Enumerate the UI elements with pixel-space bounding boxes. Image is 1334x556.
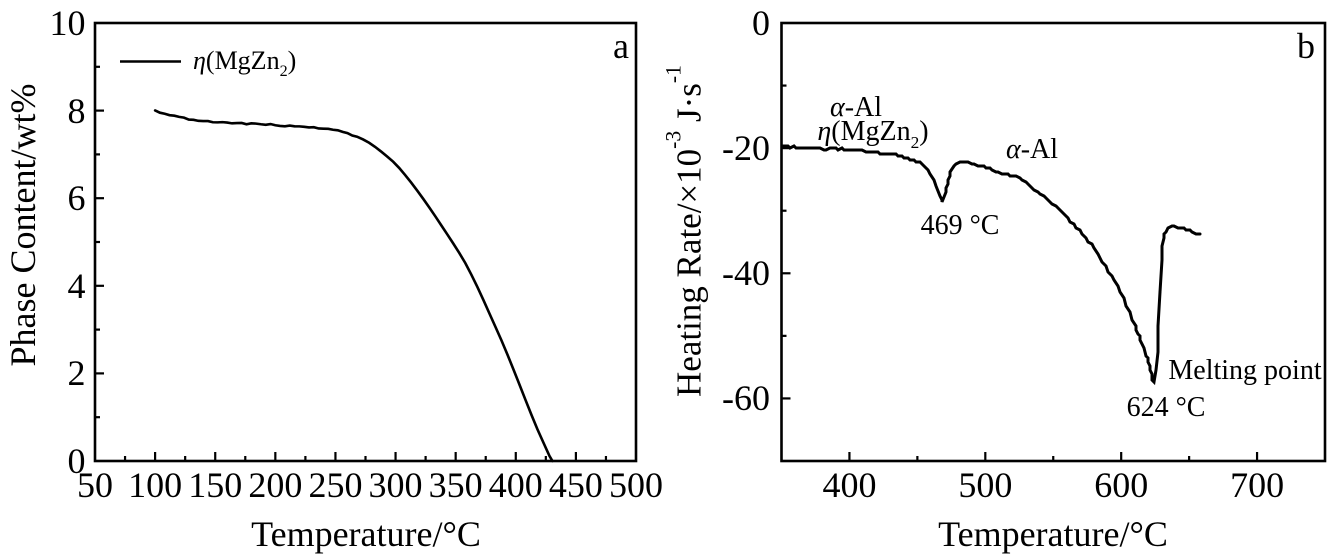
annotation-alpha-al-2: α-Al [1005, 133, 1059, 165]
annotation-peak-1-temp: 469 °C [920, 209, 1000, 241]
panel-a-x-tick-label: 500 [609, 465, 663, 505]
panel-a-y-tick-label: 0 [67, 441, 86, 481]
panel-a-y-tick-label: 6 [67, 178, 86, 219]
panel-b-y-tick-label: -20 [722, 128, 770, 169]
panel-a-y-axis-title: Phase Content/wt% [3, 83, 43, 367]
panel-a-y-tick-label: 2 [67, 353, 86, 394]
panel-a-series-curve [153, 109, 554, 463]
annotation-eta-mgzn2: η(MgZn2) [817, 116, 929, 153]
panel-a-x-axis-title: Temperature/°C [251, 514, 481, 554]
panel-b-x-tick-label: 700 [1230, 465, 1285, 505]
panel-a-y-tick-label: 4 [67, 265, 86, 306]
panel-a-y-tick-label: 10 [49, 3, 86, 43]
panel-b-y-tick-label: 0 [752, 3, 770, 43]
panel-a-letter: a [613, 26, 629, 66]
panel-b-y-axis-title: Heating Rate/×10-3 J·s-1 [661, 65, 709, 397]
panel-a-legend-label: η(MgZn2) [193, 46, 297, 81]
panel-b-y-tick-label: -60 [722, 378, 770, 419]
panel-a-x-tick-label: 50 [77, 465, 113, 505]
panel-a-x-tick-label: 250 [308, 465, 363, 505]
panel-b-frame [780, 21, 1327, 463]
annotation-melting-point: Melting point [1168, 354, 1322, 386]
panel-b-series-curve [780, 144, 1202, 386]
panel-a-x-tick-label: 450 [548, 465, 603, 505]
annotation-alpha-al-1: α-Al [829, 92, 883, 123]
panel-b-x-axis-title: Temperature/°C [938, 514, 1168, 554]
panel-a-x-tick-label: 350 [428, 465, 483, 505]
panel-b-x-tick-label: 600 [1094, 465, 1149, 505]
panel-a-x-tick-label: 150 [188, 465, 243, 505]
panel-b-x-tick-label: 400 [822, 465, 877, 505]
panel-a-y-tick-label: 8 [67, 90, 86, 131]
panel-a-x-tick-label: 200 [248, 465, 303, 505]
panel-b-y-tick-label: -40 [722, 253, 770, 294]
annotation-peak-2-temp: 624 °C [1126, 391, 1206, 423]
panel-a-x-tick-label: 300 [368, 465, 423, 505]
panel-b-x-tick-label: 500 [958, 465, 1013, 505]
panel-a-x-tick-label: 400 [488, 465, 543, 505]
panel-a-frame [93, 21, 638, 463]
panel-a-x-tick-label: 100 [128, 465, 183, 505]
panel-b-letter: b [1297, 26, 1315, 66]
